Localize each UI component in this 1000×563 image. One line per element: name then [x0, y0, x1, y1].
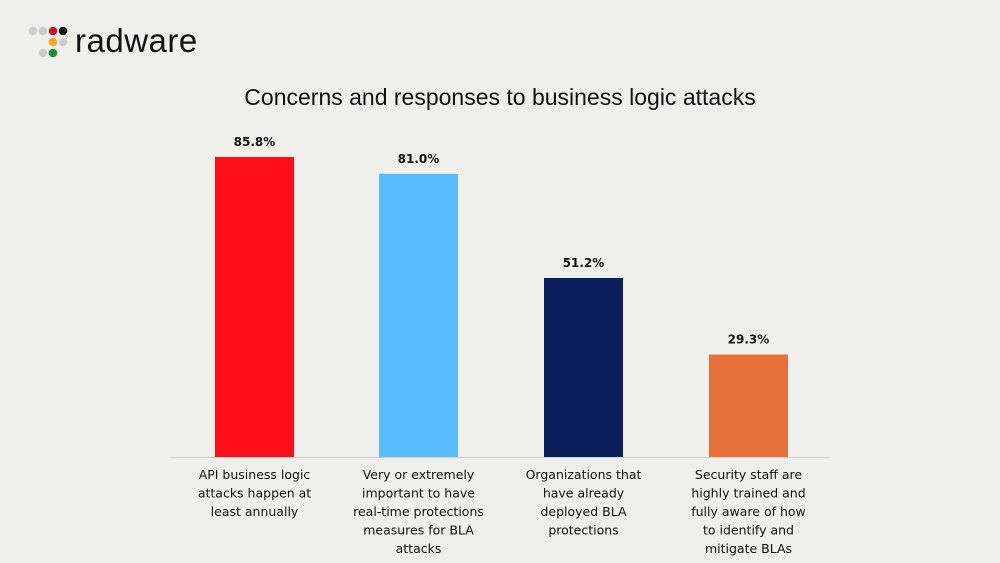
logo-dot [28, 26, 38, 36]
radware-logo-text: radware [75, 22, 198, 59]
category-label: deployed BLA [540, 504, 627, 519]
logo-dot [58, 26, 68, 36]
category-label: have already [543, 486, 625, 501]
category-label: important to have [362, 486, 475, 501]
logo-dot [48, 48, 58, 58]
logo-dot [48, 26, 58, 36]
category-label: measures for BLA [363, 523, 474, 538]
logo-dot [58, 37, 68, 47]
category-label: highly trained and [691, 486, 805, 501]
data-label: 85.8% [234, 135, 276, 149]
category-label: least annually [211, 504, 299, 519]
data-label: 81.0% [398, 152, 440, 166]
bar [709, 354, 788, 457]
logo-dot [38, 26, 48, 36]
category-label: Very or extremely [363, 467, 475, 482]
radware-logo-dots [28, 26, 68, 58]
category-label: fully aware of how [691, 504, 806, 519]
bar [215, 157, 294, 457]
bar [544, 277, 623, 457]
data-label: 51.2% [563, 256, 605, 270]
category-label: mitigate BLAs [705, 541, 792, 556]
category-label: to identify and [703, 523, 794, 538]
category-label: API business logic [199, 467, 311, 482]
bar [379, 173, 458, 458]
category-label: protections [548, 523, 618, 538]
data-label: 29.3% [728, 333, 770, 347]
category-label: attacks [396, 541, 442, 556]
category-label: Organizations that [526, 467, 642, 482]
category-label: Security staff are [695, 467, 802, 482]
logo-dot [38, 48, 48, 58]
category-label: real-time protections [353, 504, 484, 519]
logo-dot [48, 37, 58, 47]
chart-title: Concerns and responses to business logic… [244, 84, 756, 110]
category-label: attacks happen at [198, 486, 311, 501]
